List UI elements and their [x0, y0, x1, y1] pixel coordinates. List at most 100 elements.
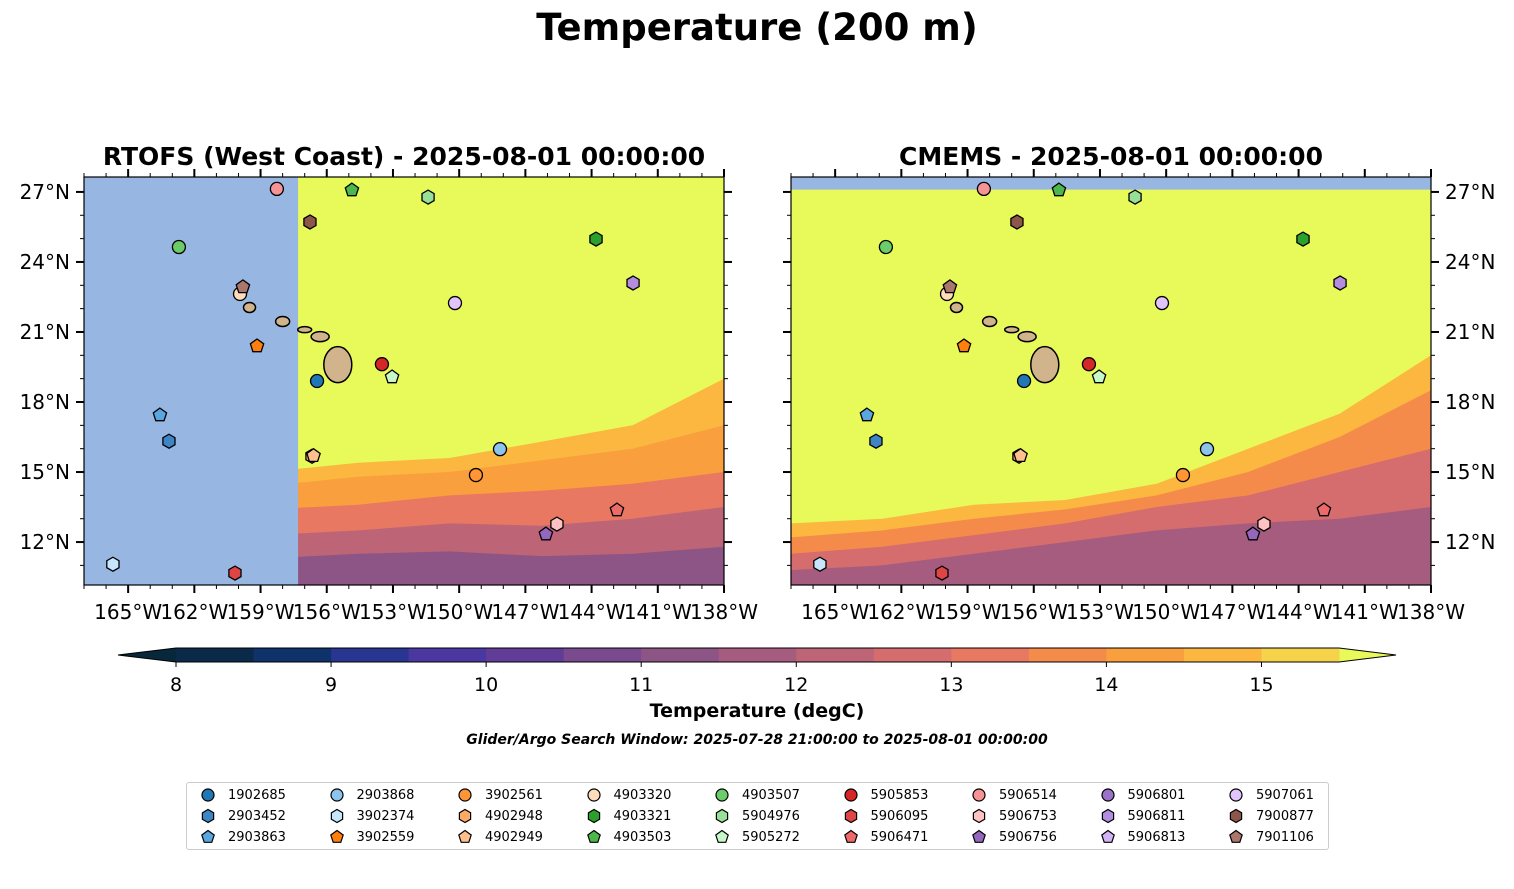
- legend-label: 5906753: [999, 808, 1057, 824]
- x-tick-label: 159°W: [934, 600, 1002, 624]
- x-tick-label: 138°W: [690, 600, 758, 624]
- legend-label: 4903507: [742, 787, 800, 803]
- legend-item-5906471: 5906471: [843, 828, 928, 846]
- x-tick-label: 147°W: [491, 600, 559, 624]
- x-tick-label: 153°W: [1066, 600, 1134, 624]
- circle-marker-icon: [201, 788, 215, 802]
- float-marker-4903503: [344, 182, 360, 197]
- hexagon-marker-icon: [587, 808, 600, 824]
- float-marker-4903507: [171, 239, 187, 255]
- x-tick-label: 144°W: [558, 600, 626, 624]
- island-land: [1017, 330, 1037, 343]
- pentagon-marker-icon: [329, 829, 344, 843]
- legend-item-7901106: 7901106: [1228, 828, 1314, 846]
- legend-marker: [843, 829, 858, 843]
- float-marker-5906756: [1245, 526, 1261, 541]
- float-marker-3902561: [1175, 467, 1191, 483]
- legend-label: 7901106: [1256, 829, 1314, 845]
- legend-label: 5904976: [742, 808, 800, 824]
- island-land: [242, 301, 257, 314]
- pentagon-marker-icon: [843, 829, 858, 843]
- float-marker-5906095: [228, 565, 242, 581]
- float-marker-4903321: [1296, 231, 1310, 247]
- colorbar-tick-label: 8: [170, 674, 182, 696]
- legend-label: 4902948: [485, 808, 543, 824]
- float-marker-7900877: [1010, 214, 1024, 230]
- x-tick-label: 162°W: [867, 600, 935, 624]
- map-panel-cmems: [791, 177, 1431, 585]
- colorbar-segment: [253, 648, 332, 662]
- axes-frame: [83, 176, 725, 586]
- float-marker-4903507: [878, 239, 894, 255]
- legend-item-5906514: 5906514: [971, 786, 1057, 804]
- x-tick-label: 153°W: [359, 600, 427, 624]
- y-tick-label: 15°N: [1445, 460, 1495, 484]
- float-marker-2903452: [162, 433, 176, 449]
- y-tick-label: 24°N: [20, 250, 70, 274]
- legend-item-5906813: 5906813: [1100, 828, 1185, 846]
- legend-label: 3902374: [356, 808, 415, 824]
- float-marker-5906756: [538, 526, 554, 541]
- temperature-contour-band: [791, 507, 1431, 585]
- pentagon-marker-icon: [1229, 829, 1243, 843]
- float-marker-2903863: [859, 407, 875, 422]
- y-tick-label: 18°N: [1445, 390, 1495, 414]
- circle-marker-icon: [1229, 788, 1243, 802]
- legend-label: 5906811: [1127, 808, 1186, 824]
- float-marker-5905272: [384, 369, 400, 384]
- x-tick-label: 141°W: [624, 600, 692, 624]
- legend-item-3902374: 3902374: [329, 807, 415, 825]
- legend-marker: [715, 788, 729, 802]
- x-tick-label: 138°W: [1397, 600, 1465, 624]
- legend-marker: [1229, 788, 1243, 802]
- colorbar-segment: [176, 648, 255, 662]
- circle-marker-icon: [329, 788, 344, 802]
- x-tick-label: 156°W: [1000, 600, 1068, 624]
- float-marker-5906811: [626, 275, 640, 291]
- float-marker-1902685: [309, 373, 325, 389]
- legend-item-4903507: 4903507: [714, 786, 800, 804]
- island-land: [1030, 345, 1060, 384]
- legend-marker: [1100, 788, 1115, 802]
- legend-label: 7900877: [1256, 808, 1314, 824]
- float-marker-7901106: [235, 279, 251, 294]
- hexagon-marker-icon: [1229, 808, 1243, 824]
- hexagon-marker-icon: [458, 808, 472, 824]
- colorbar-segment: [486, 648, 565, 662]
- colorbar-segment: [1106, 648, 1185, 662]
- legend-marker: [587, 808, 600, 824]
- float-marker-3902561: [468, 467, 484, 483]
- colorbar-tick-label: 15: [1249, 674, 1273, 696]
- hexagon-marker-icon: [715, 808, 729, 824]
- y-tick-label: 21°N: [20, 320, 70, 344]
- hexagon-marker-icon: [972, 808, 986, 824]
- circle-marker-icon: [586, 788, 601, 802]
- panel-title-rtofs: RTOFS (West Coast) - 2025-08-01 00:00:00: [102, 142, 706, 171]
- colorbar-under-extension: [118, 648, 176, 662]
- x-tick-label: 165°W: [801, 600, 869, 624]
- float-marker-7900877: [303, 214, 317, 230]
- y-tick-label: 12°N: [1445, 530, 1495, 554]
- legend-marker: [330, 808, 343, 824]
- float-marker-5906514: [269, 181, 285, 197]
- island-land: [296, 325, 313, 334]
- legend-label: 5906801: [1127, 787, 1186, 803]
- colorbar-tick-label: 9: [325, 674, 337, 696]
- hexagon-marker-icon: [1101, 808, 1114, 824]
- y-tick-label: 18°N: [20, 390, 70, 414]
- legend-label: 5905853: [870, 787, 929, 803]
- legend-label: 4903321: [613, 808, 672, 824]
- island-land: [274, 315, 291, 328]
- float-marker-5906471: [609, 502, 625, 517]
- y-tick-label: 24°N: [1445, 250, 1495, 274]
- island-land: [323, 345, 353, 384]
- legend-item-5907061: 5907061: [1228, 786, 1314, 804]
- y-tick-label: 15°N: [20, 460, 70, 484]
- float-marker-3902559: [249, 338, 265, 353]
- float-marker-7901106: [942, 279, 958, 294]
- panel-title-cmems: CMEMS - 2025-08-01 00:00:00: [899, 142, 1323, 171]
- legend-label: 3902559: [356, 829, 415, 845]
- legend-label: 5906756: [999, 829, 1057, 845]
- colorbar-label: Temperature (degC): [649, 700, 865, 722]
- legend-label: 5907061: [1256, 787, 1314, 803]
